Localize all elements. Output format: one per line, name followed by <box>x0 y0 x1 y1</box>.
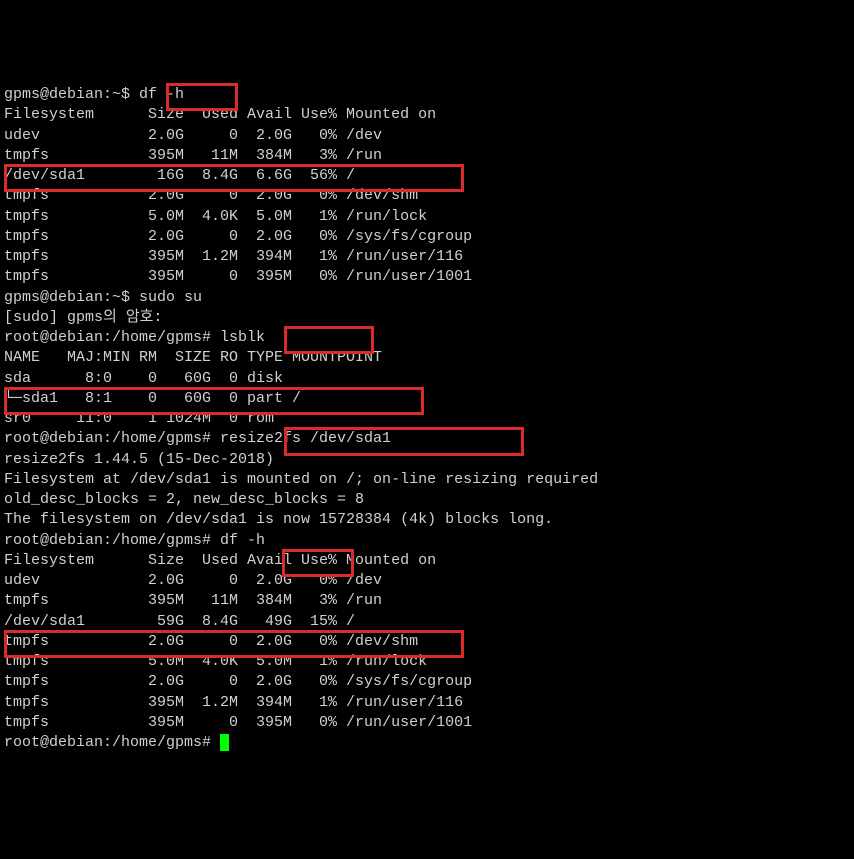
terminal-line: root@debian:/home/gpms# <box>4 733 850 753</box>
terminal-line: └─sda1 8:1 0 60G 0 part / <box>4 389 850 409</box>
terminal-line: root@debian:/home/gpms# resize2fs /dev/s… <box>4 429 850 449</box>
terminal-line: resize2fs 1.44.5 (15-Dec-2018) <box>4 450 850 470</box>
terminal-line: udev 2.0G 0 2.0G 0% /dev <box>4 571 850 591</box>
terminal-line: tmpfs 395M 0 395M 0% /run/user/1001 <box>4 267 850 287</box>
terminal-line: The filesystem on /dev/sda1 is now 15728… <box>4 510 850 530</box>
terminal-line: Filesystem Size Used Avail Use% Mounted … <box>4 551 850 571</box>
terminal-line: sda 8:0 0 60G 0 disk <box>4 369 850 389</box>
terminal-line: /dev/sda1 59G 8.4G 49G 15% / <box>4 612 850 632</box>
terminal-line: root@debian:/home/gpms# df -h <box>4 531 850 551</box>
terminal-line: sr0 11:0 1 1024M 0 rom <box>4 409 850 429</box>
terminal-line: NAME MAJ:MIN RM SIZE RO TYPE MOUNTPOINT <box>4 348 850 368</box>
terminal-line: Filesystem Size Used Avail Use% Mounted … <box>4 105 850 125</box>
terminal-line: tmpfs 395M 0 395M 0% /run/user/1001 <box>4 713 850 733</box>
terminal-line: tmpfs 395M 11M 384M 3% /run <box>4 146 850 166</box>
terminal-line: gpms@debian:~$ sudo su <box>4 288 850 308</box>
terminal-line: tmpfs 395M 1.2M 394M 1% /run/user/116 <box>4 693 850 713</box>
terminal-line: tmpfs 395M 1.2M 394M 1% /run/user/116 <box>4 247 850 267</box>
terminal-line: tmpfs 2.0G 0 2.0G 0% /dev/shm <box>4 186 850 206</box>
terminal-line: udev 2.0G 0 2.0G 0% /dev <box>4 126 850 146</box>
terminal-line: [sudo] gpms의 암호: <box>4 308 850 328</box>
terminal-line: old_desc_blocks = 2, new_desc_blocks = 8 <box>4 490 850 510</box>
terminal-line: tmpfs 5.0M 4.0K 5.0M 1% /run/lock <box>4 652 850 672</box>
cursor <box>220 734 229 751</box>
terminal-output: gpms@debian:~$ df -hFilesystem Size Used… <box>4 85 850 753</box>
terminal-line: tmpfs 2.0G 0 2.0G 0% /sys/fs/cgroup <box>4 672 850 692</box>
terminal-line: tmpfs 2.0G 0 2.0G 0% /sys/fs/cgroup <box>4 227 850 247</box>
terminal-line: tmpfs 395M 11M 384M 3% /run <box>4 591 850 611</box>
terminal-line: Filesystem at /dev/sda1 is mounted on /;… <box>4 470 850 490</box>
terminal-line: tmpfs 2.0G 0 2.0G 0% /dev/shm <box>4 632 850 652</box>
terminal-line: gpms@debian:~$ df -h <box>4 85 850 105</box>
terminal-line: tmpfs 5.0M 4.0K 5.0M 1% /run/lock <box>4 207 850 227</box>
terminal-line: /dev/sda1 16G 8.4G 6.6G 56% / <box>4 166 850 186</box>
terminal-line: root@debian:/home/gpms# lsblk <box>4 328 850 348</box>
